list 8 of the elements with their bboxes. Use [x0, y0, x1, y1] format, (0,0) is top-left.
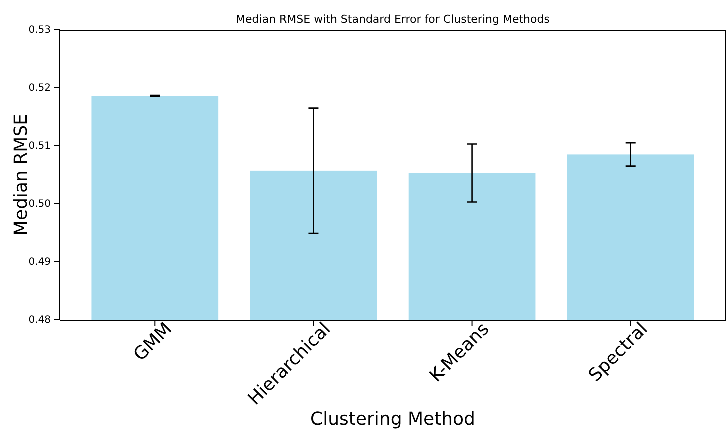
y-tick-label: 0.53: [28, 25, 51, 36]
x-axis-title: Clustering Method: [310, 409, 476, 430]
y-tick-label: 0.50: [28, 199, 51, 210]
y-tick-label: 0.51: [28, 141, 51, 152]
y-tick-label: 0.49: [28, 257, 51, 268]
y-tick-label: 0.48: [28, 315, 51, 326]
chart-title: Median RMSE with Standard Error for Clustering Methods: [236, 13, 550, 26]
y-tick-label: 0.52: [28, 83, 51, 94]
